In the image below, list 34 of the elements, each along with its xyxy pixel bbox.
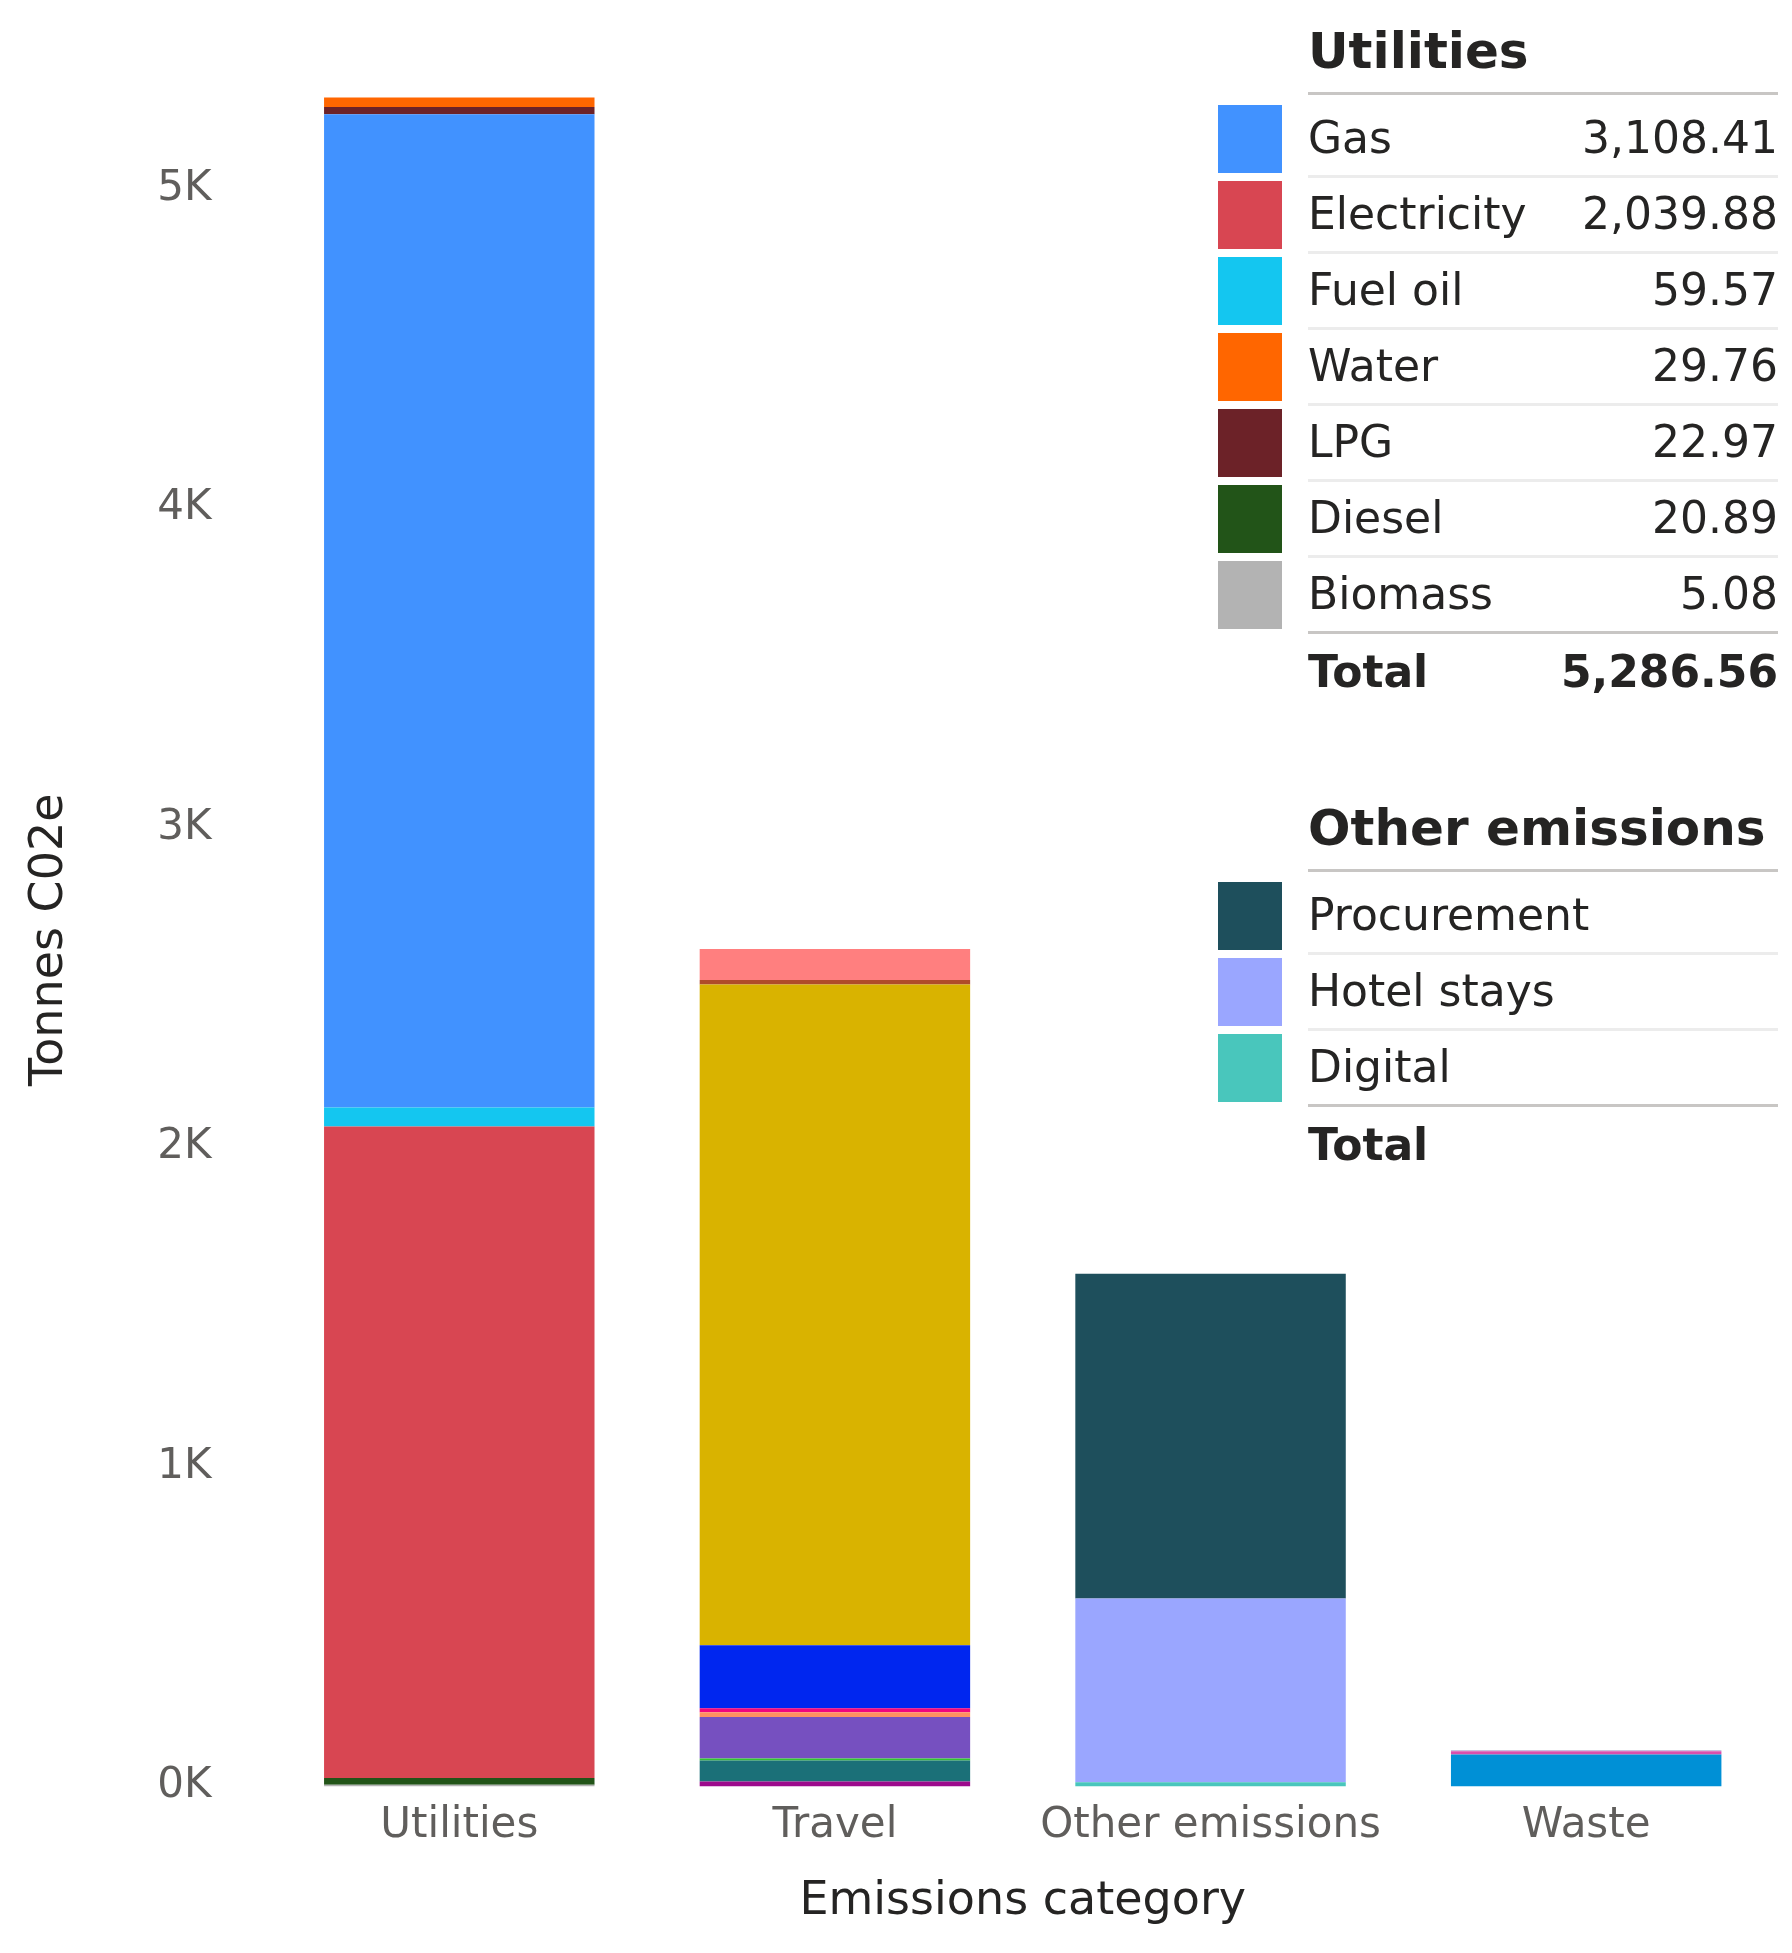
y-tick-label: 5K bbox=[157, 160, 213, 210]
annotation: 2,039.88 bbox=[1582, 188, 1778, 239]
category-label: Other emissions bbox=[1308, 799, 1766, 857]
annotation: 3,108.41 bbox=[1582, 112, 1778, 163]
y-tick-label: 0K bbox=[157, 1758, 213, 1808]
annotation: 5.08 bbox=[1680, 568, 1778, 619]
annotation: 59.57 bbox=[1652, 264, 1778, 315]
y-tick-label: 3K bbox=[157, 799, 213, 849]
x-tick-label: Waste bbox=[1521, 1797, 1651, 1847]
annotation: 5,286.56 bbox=[1560, 645, 1778, 697]
annotation: Total bbox=[1308, 1118, 1429, 1170]
legend-label: Water bbox=[1308, 340, 1439, 391]
legend-label: LPG bbox=[1308, 416, 1394, 467]
annotation: Total bbox=[1308, 645, 1429, 697]
legend-label: Hotel stays bbox=[1308, 965, 1555, 1016]
legend-label: Biomass bbox=[1308, 568, 1494, 619]
legend-label: Procurement bbox=[1308, 889, 1590, 940]
y-axis-title: Tonnes C02e bbox=[18, 793, 73, 1088]
x-tick-label: Other emissions bbox=[1040, 1797, 1381, 1847]
y-tick-label: 1K bbox=[157, 1438, 213, 1488]
legend-label: Digital bbox=[1308, 1041, 1451, 1092]
x-axis-title: Emissions category bbox=[799, 1871, 1247, 1926]
y-tick-label: 2K bbox=[157, 1119, 213, 1169]
legend-label: Fuel oil bbox=[1308, 264, 1464, 315]
x-tick-label: Utilities bbox=[380, 1797, 539, 1847]
x-tick-label: Travel bbox=[771, 1797, 898, 1847]
annotation: 29.76 bbox=[1652, 340, 1778, 391]
legend-label: Gas bbox=[1308, 112, 1392, 163]
legend-label: Diesel bbox=[1308, 492, 1444, 543]
annotation: 22.97 bbox=[1652, 416, 1778, 467]
annotation: 20.89 bbox=[1652, 492, 1778, 543]
legend-label: Electricity bbox=[1308, 188, 1527, 239]
category-label: Utilities bbox=[1308, 22, 1529, 80]
y-tick-label: 4K bbox=[157, 480, 213, 530]
